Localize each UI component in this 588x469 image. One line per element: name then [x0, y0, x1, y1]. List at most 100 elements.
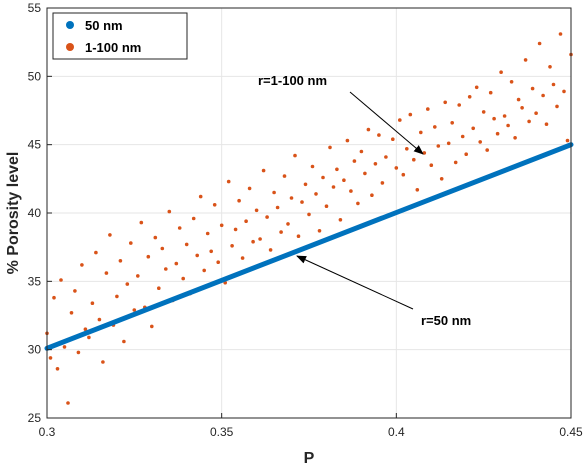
scatter-point-139 — [530, 86, 535, 91]
scatter-point-71 — [293, 153, 297, 158]
scatter-point-125 — [481, 110, 486, 114]
scatter-point-44 — [198, 194, 203, 199]
x-tick-label-2: 0.4 — [388, 425, 405, 439]
scatter-point-108 — [422, 151, 427, 155]
scatter-point-147 — [558, 32, 563, 36]
scatter-point-83 — [335, 167, 339, 172]
scatter-point-6 — [66, 401, 70, 405]
scatter-point-111 — [433, 125, 437, 129]
scatter-point-62 — [261, 168, 266, 173]
y-axis-ticks: 25 30 35 40 45 50 55 — [28, 1, 52, 425]
scatter-point-140 — [534, 111, 538, 115]
scatter-point-52 — [226, 179, 231, 184]
scatter-point-21 — [118, 259, 123, 263]
scatter-point-30 — [150, 324, 154, 329]
scatter-point-3 — [55, 367, 60, 371]
scatter-point-46 — [205, 231, 210, 236]
scatter-point-81 — [328, 145, 332, 150]
scatter-point-49 — [216, 260, 220, 265]
scatter-point-127 — [488, 90, 493, 95]
legend-marker-50nm — [66, 21, 74, 29]
scatter-point-96 — [380, 181, 385, 185]
scatter-point-43 — [195, 253, 199, 258]
y-tick-label-1: 30 — [28, 343, 42, 357]
scatter-point-55 — [237, 198, 241, 203]
scatter-point-142 — [541, 93, 545, 98]
scatter-point-58 — [247, 186, 252, 191]
scatter-point-128 — [492, 116, 496, 121]
x-tick-label-1: 0.35 — [210, 425, 234, 439]
scatter-point-85 — [342, 178, 346, 182]
scatter-point-16 — [101, 360, 105, 364]
scatter-point-78 — [317, 229, 322, 233]
y-tick-label-2: 35 — [28, 274, 42, 288]
x-axis-ticks: 0.3 0.35 0.4 0.45 — [39, 413, 583, 439]
scatter-point-105 — [412, 157, 416, 162]
scatter-point-97 — [384, 155, 388, 159]
scatter-point-70 — [289, 196, 294, 200]
scatter-point-135 — [516, 97, 521, 102]
scatter-point-86 — [345, 138, 350, 143]
scatter-point-134 — [513, 136, 517, 140]
scatter-point-40 — [184, 242, 189, 247]
scatter-point-22 — [122, 339, 126, 344]
scatter-point-61 — [258, 237, 262, 241]
scatter-point-123 — [474, 85, 479, 90]
scatter-point-76 — [310, 164, 315, 169]
annotation-text-50nm: r=50 nm — [421, 313, 471, 328]
scatter-point-126 — [485, 148, 490, 152]
scatter-point-7 — [69, 311, 74, 315]
scatter-point-120 — [464, 152, 469, 156]
scatter-point-29 — [146, 254, 151, 259]
scatter-point-54 — [233, 227, 238, 232]
scatter-point-72 — [296, 234, 301, 238]
scatter-point-48 — [212, 203, 217, 207]
y-tick-label-3: 40 — [28, 206, 42, 220]
scatter-point-23 — [125, 282, 130, 286]
scatter-point-112 — [436, 144, 441, 148]
scatter-point-129 — [495, 131, 500, 136]
scatter-point-9 — [76, 350, 81, 355]
scatter-point-53 — [230, 244, 234, 248]
scatter-point-124 — [478, 140, 483, 144]
scatter-point-2 — [52, 295, 56, 300]
y-tick-label-4: 45 — [28, 138, 42, 152]
scatter-point-17 — [104, 271, 109, 275]
scatter-point-4 — [59, 278, 63, 282]
scatter-point-35 — [167, 209, 172, 214]
scatter-point-39 — [181, 276, 185, 281]
annotation-r-1-100nm: r=1-100 nm — [258, 73, 424, 155]
scatter-point-82 — [331, 185, 336, 189]
scatter-point-145 — [551, 82, 556, 87]
annotation-r-50nm: r=50 nm — [296, 255, 471, 328]
legend-label-1-100nm: 1-100 nm — [85, 40, 141, 55]
scatter-point-94 — [373, 162, 378, 166]
scatter-point-33 — [160, 246, 165, 251]
scatter-point-141 — [537, 41, 542, 46]
legend-box — [52, 12, 188, 60]
scatter-point-115 — [446, 141, 451, 146]
scatter-point-34 — [164, 267, 168, 271]
scatter-point-104 — [408, 112, 413, 117]
annotation-arrow-50nm — [296, 255, 414, 310]
scatter-point-50 — [219, 223, 224, 228]
scatter-point-90 — [359, 149, 364, 154]
x-tick-label-0: 0.3 — [39, 425, 56, 439]
scatter-point-102 — [401, 172, 406, 177]
legend-marker-1-100nm — [66, 43, 74, 51]
annotation-text-1-100nm: r=1-100 nm — [258, 73, 327, 88]
scatter-point-25 — [132, 308, 137, 312]
scatter-point-132 — [506, 123, 510, 128]
scatter-point-92 — [366, 127, 371, 132]
scatter-point-80 — [324, 204, 329, 208]
scatter-point-122 — [471, 126, 476, 131]
scatter-point-69 — [286, 222, 290, 226]
scatter-point-74 — [303, 182, 308, 187]
legend-label-50nm: 50 nm — [85, 18, 123, 33]
scatter-point-133 — [509, 80, 514, 84]
scatter-point-37 — [174, 261, 179, 266]
scatter-point-91 — [363, 171, 367, 176]
scatter-point-93 — [370, 193, 374, 197]
scatter-point-114 — [443, 100, 448, 105]
y-axis-label: % Porosity level — [5, 152, 22, 275]
